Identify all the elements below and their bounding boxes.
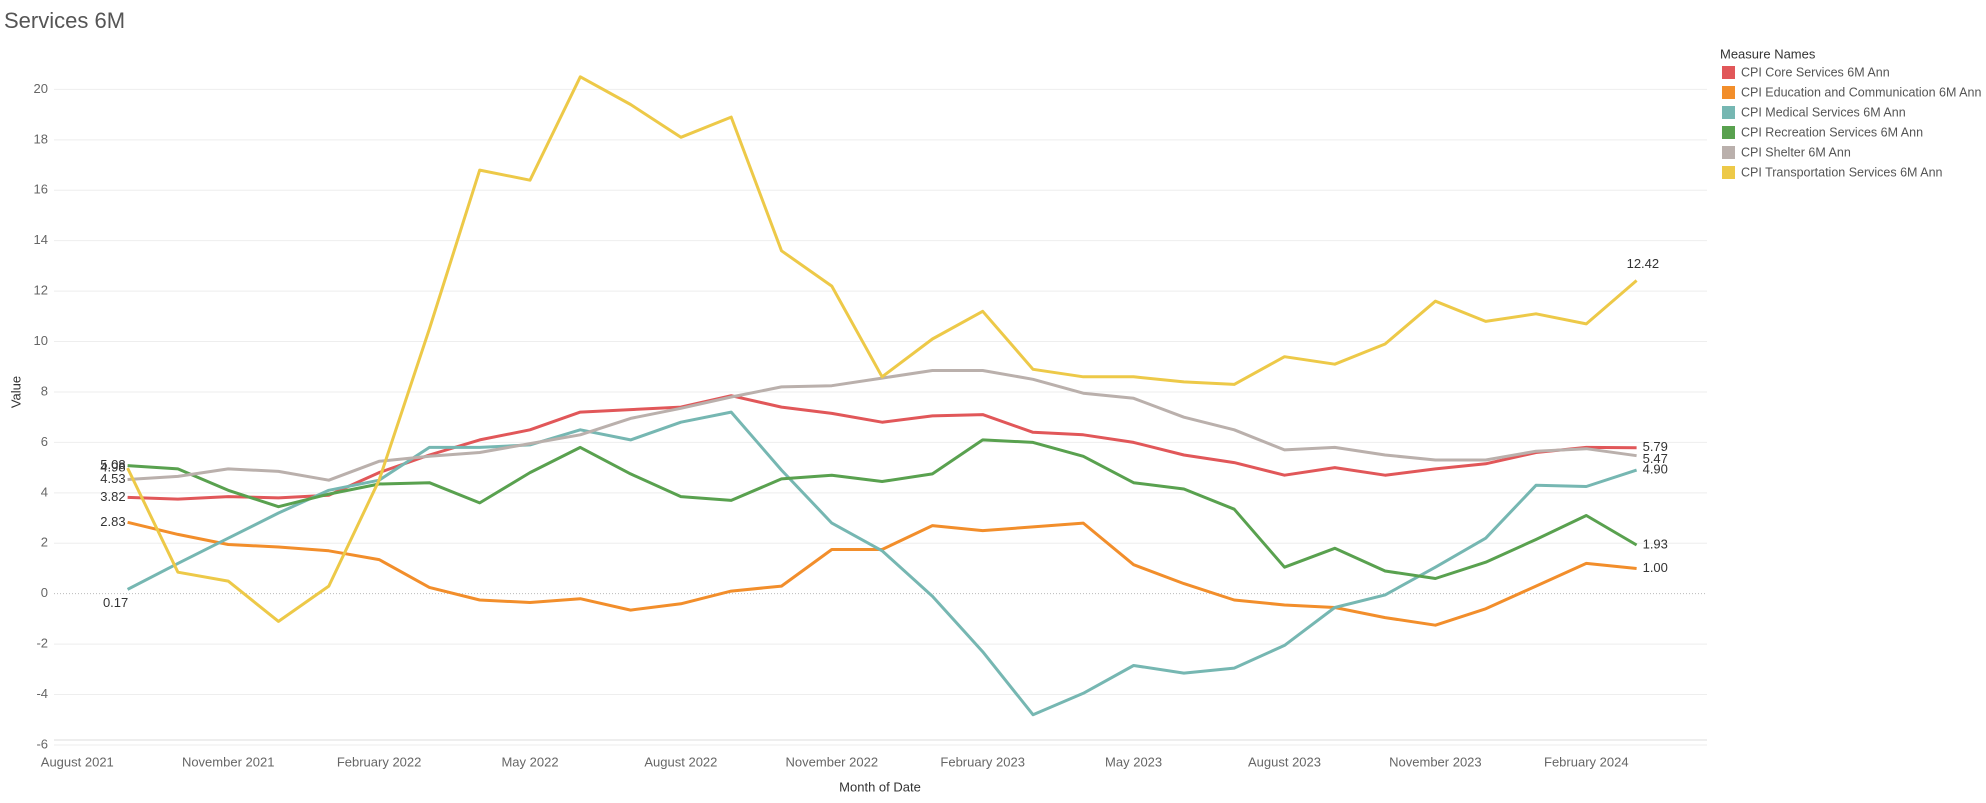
- y-tick-label: 16: [34, 182, 48, 197]
- x-tick-label: May 2023: [1105, 754, 1162, 769]
- y-axis-title: Value: [8, 376, 23, 408]
- series-line: [127, 394, 1637, 501]
- y-tick-label: -4: [36, 686, 48, 701]
- y-tick-label: 4: [41, 484, 48, 499]
- x-axis-title: Month of Date: [839, 779, 921, 794]
- chart-title: Services 6M: [4, 8, 125, 33]
- y-tick-label: -6: [36, 736, 48, 751]
- legend-label: CPI Core Services 6M Ann: [1741, 65, 1890, 79]
- x-tick-label: November 2023: [1389, 754, 1482, 769]
- legend-label: CPI Transportation Services 6M Ann: [1741, 165, 1943, 179]
- y-tick-label: 10: [34, 333, 48, 348]
- y-tick-label: 18: [34, 131, 48, 146]
- x-tick-label: August 2023: [1248, 754, 1321, 769]
- data-label: 4.53: [100, 471, 125, 486]
- x-tick-label: November 2022: [786, 754, 879, 769]
- y-tick-label: 12: [34, 283, 48, 298]
- data-label: 2.83: [100, 514, 125, 529]
- data-label: 4.98: [100, 460, 125, 475]
- legend-label: CPI Medical Services 6M Ann: [1741, 105, 1906, 119]
- data-label: 12.42: [1627, 256, 1660, 271]
- x-tick-label: February 2023: [940, 754, 1025, 769]
- data-label: 1.00: [1643, 560, 1668, 575]
- legend-label: CPI Recreation Services 6M Ann: [1741, 125, 1923, 139]
- data-label: 4.90: [1643, 462, 1668, 477]
- legend-swatch: [1722, 146, 1735, 159]
- x-tick-label: February 2024: [1544, 754, 1629, 769]
- x-tick-label: May 2022: [501, 754, 558, 769]
- data-label: 5.08: [100, 457, 125, 472]
- y-tick-label: 8: [41, 383, 48, 398]
- data-label: 5.47: [1643, 451, 1668, 466]
- y-tick-label: 20: [34, 81, 48, 96]
- legend-label: CPI Education and Communication 6M Ann: [1741, 85, 1981, 99]
- y-tick-label: 2: [41, 535, 48, 550]
- data-label: 5.79: [1643, 439, 1668, 454]
- y-tick-label: 0: [41, 585, 48, 600]
- series-line: [127, 369, 1637, 482]
- x-tick-label: November 2021: [182, 754, 275, 769]
- data-label: 3.82: [100, 489, 125, 504]
- legend-swatch: [1722, 166, 1735, 179]
- legend-swatch: [1722, 106, 1735, 119]
- x-tick-label: February 2022: [337, 754, 422, 769]
- y-tick-label: 14: [34, 232, 48, 247]
- legend-title: Measure Names: [1720, 46, 1816, 61]
- x-tick-label: August 2022: [644, 754, 717, 769]
- legend-swatch: [1722, 66, 1735, 79]
- series-line: [126, 75, 1638, 623]
- y-tick-label: 6: [41, 434, 48, 449]
- series-line: [127, 438, 1638, 580]
- y-tick-label: -2: [36, 636, 48, 651]
- data-label: 0.17: [103, 595, 128, 610]
- legend-swatch: [1722, 126, 1735, 139]
- x-tick-label: August 2021: [41, 754, 114, 769]
- legend-swatch: [1722, 86, 1735, 99]
- legend-label: CPI Shelter 6M Ann: [1741, 145, 1851, 159]
- data-label: 1.93: [1643, 536, 1668, 551]
